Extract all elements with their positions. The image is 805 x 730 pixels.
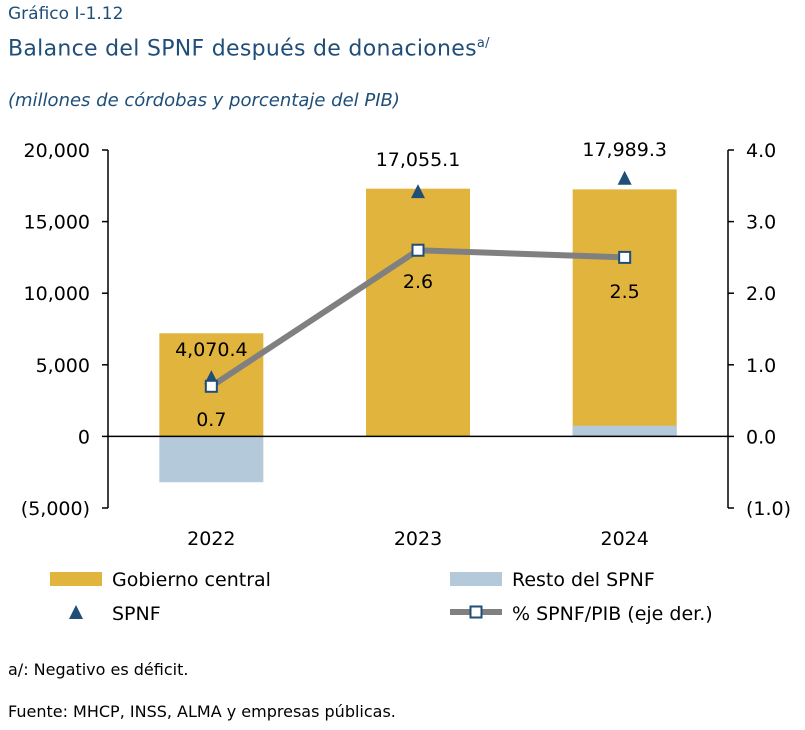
x-tick-label-2022: 2022 [187,528,235,550]
y-tick-label-left: 10,000 [24,283,90,305]
chart-title: Balance del SPNF después de donacionesa/ [8,36,490,61]
legend-label-pct-spnf-pib: % SPNF/PIB (eje der.) [512,603,713,625]
legend-label-spnf: SPNF [112,603,161,625]
y-tick-label-left: 0 [78,426,90,448]
y-tick-label-left: 15,000 [24,212,90,234]
legend-label-gobierno-central: Gobierno central [112,569,271,591]
bar-gobierno-central-2024 [572,189,677,437]
y-tick-label-right: 0.0 [746,426,776,448]
marker-spnf-2023 [411,184,425,199]
data-label-spnf-2022: 4,070.4 [175,339,248,361]
legend-swatch-resto-spnf [450,572,502,586]
y-tick-label-right: 3.0 [746,212,776,234]
data-label-pct-2023: 2.6 [403,271,433,293]
chart-title-footnote-mark: a/ [476,36,490,51]
legend-swatch-spnf [69,605,83,619]
data-label-pct-2024: 2.5 [610,281,640,303]
source-note: Fuente: MHCP, INSS, ALMA y empresas públ… [8,702,396,721]
y-tick-label-right: (1.0) [746,498,791,520]
data-label-spnf-2023: 17,055.1 [376,149,461,171]
footnote: a/: Negativo es déficit. [8,660,189,679]
chart-svg: 20,000 15,000 10,000 5,000 0 (5,000) 4.0 3.0 2.0… [21,139,791,625]
bar-resto-spnf-2024 [572,425,677,437]
figure-label: Gráfico I-1.12 [8,4,124,24]
data-label-pct-2022: 0.7 [196,409,226,431]
legend-swatch-gobierno-central [50,572,102,586]
bar-gobierno-central-2023 [366,188,470,437]
y-tick-label-left: (5,000) [21,498,90,520]
chart-title-text: Balance del SPNF después de donaciones [8,36,477,62]
marker-pct-2024 [618,250,632,264]
y-tick-label-right: 2.0 [746,283,776,305]
y-tick-label-right: 1.0 [746,355,776,377]
data-label-spnf-2024: 17,989.3 [582,139,667,161]
x-tick-label-2023: 2023 [394,528,442,550]
y-tick-label-right: 4.0 [746,140,776,162]
legend-label-resto-spnf: Resto del SPNF [512,569,655,591]
y-tick-label-left: 5,000 [36,355,90,377]
marker-pct-2022 [204,379,218,393]
legend-swatch-line-marker [469,605,483,619]
marker-spnf-2024 [617,170,632,185]
x-tick-label-2024: 2024 [600,528,648,550]
y-tick-label-left: 20,000 [24,140,90,162]
bar-resto-spnf-2022 [159,436,264,483]
chart-subtitle: (millones de córdobas y porcentaje del P… [8,90,400,111]
marker-pct-2023 [411,243,425,257]
